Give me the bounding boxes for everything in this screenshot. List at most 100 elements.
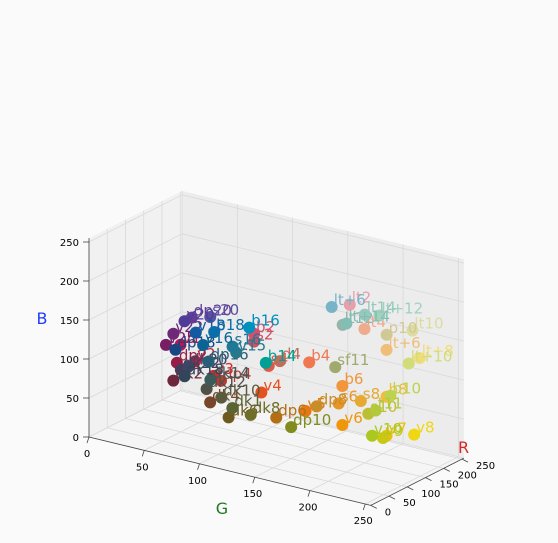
- data-point: [408, 428, 421, 441]
- r-tick-label: 50: [403, 498, 416, 509]
- grid-line: [181, 233, 464, 303]
- data-point: [167, 327, 180, 340]
- data-point: [377, 432, 389, 444]
- grid-line: [88, 350, 183, 399]
- grid-line: [181, 350, 464, 420]
- data-point: [354, 395, 367, 408]
- data-point: [169, 343, 182, 356]
- data-point-label: b18: [216, 316, 245, 334]
- data-point: [226, 340, 239, 353]
- g-tick-mark: [362, 503, 366, 511]
- data-point-label: s6: [341, 387, 358, 405]
- b-tick-label: 50: [66, 394, 79, 405]
- data-point-label: lt+8: [422, 342, 454, 360]
- g-tick-label: 100: [188, 476, 207, 487]
- y-axis-label: G: [216, 499, 228, 518]
- g-tick-mark: [86, 436, 90, 444]
- tick-labels: 0501001502002500501001502002500501001502…: [60, 238, 495, 527]
- data-point: [243, 321, 256, 334]
- data-points: v6v7v8b6b8b4lt+6lt+8lt4v5v4s6s8lt2v3s4lt…: [159, 289, 454, 444]
- data-point: [380, 328, 393, 341]
- grid-line: [143, 408, 426, 478]
- g-tick-mark: [307, 490, 311, 497]
- data-point: [167, 374, 180, 387]
- data-point-label: v15: [238, 337, 266, 355]
- data-point-label: b10: [392, 380, 421, 398]
- data-point: [178, 370, 191, 383]
- grid-line: [309, 443, 404, 491]
- grid-line: [88, 194, 183, 243]
- r-tick-mark: [425, 477, 432, 481]
- data-point-label: dp2: [179, 347, 208, 365]
- data-point-label: lt2: [352, 289, 372, 307]
- data-point-label: v9: [385, 422, 403, 440]
- data-point-label: lt+12: [381, 299, 423, 317]
- g-tick-label: 250: [354, 516, 373, 527]
- data-point: [303, 356, 316, 369]
- data-point-label: p10: [389, 319, 418, 337]
- x-axis-label: R: [458, 438, 469, 457]
- data-point-label: lt14: [367, 299, 396, 317]
- data-point-label: dp20: [194, 302, 232, 320]
- g-tick-mark: [252, 477, 256, 484]
- data-point: [182, 360, 195, 373]
- pane-left: [89, 190, 183, 437]
- data-point: [358, 322, 371, 335]
- z-axis-label: B: [37, 309, 48, 328]
- data-point-label: lt+14: [348, 307, 390, 325]
- r-tick-label: 150: [440, 480, 459, 491]
- data-point: [329, 361, 342, 374]
- r-tick-label: 100: [421, 489, 440, 500]
- data-point-label: d4: [282, 345, 301, 363]
- data-point: [343, 298, 356, 311]
- grid-line: [181, 389, 464, 459]
- data-point: [244, 408, 257, 421]
- data-point-label: sf11: [337, 351, 369, 369]
- grid-line: [107, 427, 390, 497]
- grid-line: [161, 399, 444, 469]
- data-point-label: b16: [251, 312, 280, 330]
- data-point: [215, 374, 227, 387]
- data-point-label: v7: [389, 420, 407, 438]
- data-point-label: s16: [235, 331, 262, 349]
- data-point-label: t11: [378, 395, 403, 413]
- data-point-label: s20: [212, 301, 239, 319]
- data-point: [204, 373, 217, 386]
- data-point-label: s8: [363, 385, 380, 403]
- data-point-label: dk12: [209, 373, 246, 391]
- grid-line: [88, 272, 183, 321]
- grid-line: [181, 194, 464, 264]
- data-point-label: lt+10: [411, 348, 453, 366]
- data-point: [208, 326, 221, 339]
- grid-line: [144, 402, 238, 451]
- data-point: [402, 357, 415, 370]
- grid-line: [365, 456, 459, 505]
- grid-line: [125, 418, 408, 488]
- g-tick-label: 150: [243, 489, 262, 500]
- r-tick-mark: [407, 486, 414, 491]
- data-point-label: b2: [256, 318, 275, 336]
- data-point: [273, 355, 286, 368]
- grid-line: [88, 311, 183, 360]
- r-tick-mark: [461, 458, 469, 463]
- r-tick-mark: [388, 495, 396, 500]
- b-tick-label: 150: [60, 316, 79, 327]
- data-point: [204, 310, 217, 323]
- axis-lines: [88, 238, 465, 506]
- data-point-label: dp6: [278, 402, 307, 420]
- g-tick-label: 200: [298, 503, 317, 514]
- grid-line: [88, 389, 183, 438]
- data-point: [384, 389, 397, 402]
- data-point-label: v3: [216, 360, 234, 378]
- g-tick-mark: [141, 450, 145, 457]
- data-point: [325, 301, 338, 314]
- b-tick-label: 100: [60, 355, 79, 366]
- data-point-label: s2: [256, 326, 273, 344]
- data-point: [202, 355, 215, 368]
- grid-line: [181, 311, 464, 381]
- data-point: [159, 338, 172, 351]
- data-point: [259, 356, 272, 369]
- data-point: [336, 380, 349, 392]
- g-tick-mark: [197, 463, 200, 470]
